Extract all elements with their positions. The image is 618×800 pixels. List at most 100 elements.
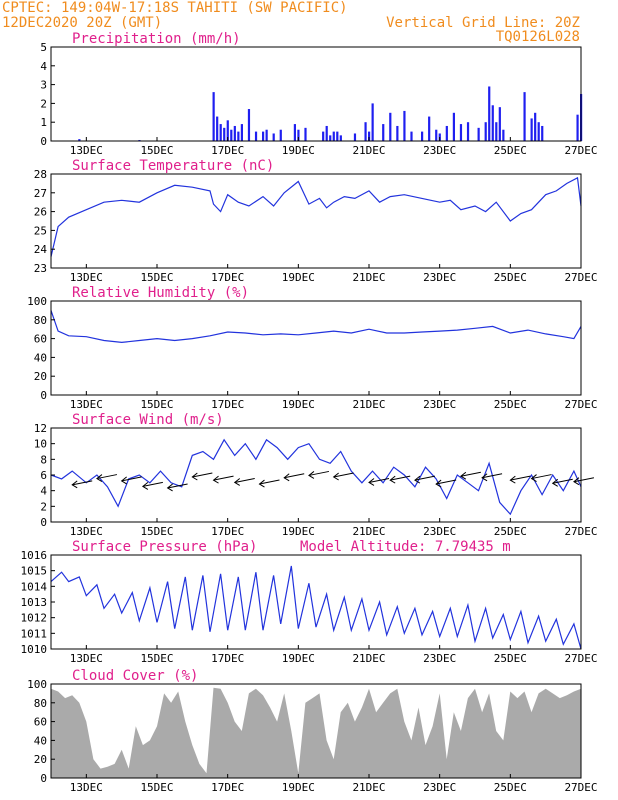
- y-tick-label: 28: [34, 168, 47, 181]
- x-tick-label: 25DEC: [494, 652, 527, 665]
- x-tick-label: 21DEC: [352, 144, 385, 157]
- wind-arrow-shaft: [531, 474, 552, 480]
- panel-title: Surface Wind (m/s): [72, 412, 224, 428]
- wind-arrow-head: [258, 479, 265, 488]
- x-tick-label: 17DEC: [211, 271, 244, 284]
- y-tick-label: 1012: [21, 612, 48, 625]
- x-tick-label: 25DEC: [494, 525, 527, 538]
- precip-bar: [534, 112, 537, 141]
- wind-arrow-head: [141, 482, 149, 490]
- wind-arrow-head: [368, 478, 375, 486]
- y-tick-label: 20: [34, 370, 47, 383]
- precip-bar: [230, 129, 233, 141]
- wind-arrow-head: [166, 483, 173, 492]
- wind-arrow-head: [308, 471, 315, 479]
- panel-title: Relative Humidity (%): [72, 285, 249, 301]
- y-tick-label: 2: [40, 500, 47, 513]
- precip-bar: [576, 114, 579, 141]
- precip-bar: [329, 135, 332, 141]
- x-tick-label: 21DEC: [352, 781, 385, 794]
- y-tick-label: 40: [34, 734, 47, 747]
- precip-bar: [216, 116, 219, 141]
- precip-bar: [396, 125, 399, 141]
- y-tick-label: 100: [27, 678, 47, 691]
- y-tick-label: 0: [40, 135, 47, 148]
- x-tick-label: 15DEC: [140, 271, 173, 284]
- x-tick-label: 15DEC: [140, 652, 173, 665]
- y-tick-label: 1014: [21, 580, 48, 593]
- wind-arrow-head: [573, 477, 580, 486]
- x-tick-label: 15DEC: [140, 781, 173, 794]
- wind-arrow-head: [481, 473, 488, 482]
- wind-arrow-shaft: [510, 475, 531, 481]
- precip-bar: [304, 127, 307, 141]
- x-tick-label: 23DEC: [423, 271, 456, 284]
- precip-bar: [339, 135, 342, 141]
- panel-2: Relative Humidity (%) 0 20 40 60 80 100 13DEC 15…: [27, 285, 597, 411]
- precip-bar: [484, 122, 487, 141]
- series-line: [50, 176, 582, 257]
- precip-bar: [382, 124, 385, 141]
- precip-bar: [262, 131, 265, 141]
- y-tick-label: 12: [34, 422, 47, 435]
- wind-arrow-shaft: [213, 475, 234, 481]
- precip-bar: [332, 131, 335, 141]
- precip-bar: [459, 124, 463, 141]
- y-tick-label: 0: [40, 389, 47, 402]
- y-tick-label: 80: [34, 697, 47, 710]
- header-date: 12DEC2020 20Z (GMT): [2, 15, 162, 31]
- precip-bar: [435, 129, 438, 141]
- y-tick-label: 1010: [21, 643, 48, 656]
- precip-bar: [353, 133, 357, 141]
- wind-arrow-head: [459, 471, 467, 480]
- wind-arrow-shaft: [192, 472, 213, 478]
- panel-title: Precipitation (mm/h): [72, 31, 241, 47]
- precip-bar: [537, 122, 540, 141]
- precip-bar: [325, 125, 328, 141]
- x-tick-label: 27DEC: [564, 398, 597, 411]
- x-tick-label: 13DEC: [70, 652, 103, 665]
- precip-bar: [502, 129, 505, 141]
- x-tick-label: 23DEC: [423, 652, 456, 665]
- x-tick-label: 13DEC: [70, 525, 103, 538]
- precip-bar: [466, 122, 470, 141]
- precip-bar: [212, 92, 215, 141]
- x-tick-label: 17DEC: [211, 652, 244, 665]
- wind-arrow-head: [530, 474, 537, 482]
- precip-bar: [523, 92, 526, 141]
- precip-bar: [265, 129, 268, 141]
- precip-bar: [247, 109, 251, 141]
- x-tick-label: 25DEC: [494, 144, 527, 157]
- wind-arrow-shaft: [573, 477, 595, 483]
- y-tick-label: 100: [27, 295, 47, 308]
- header-location: CPTEC: 149:04W-17:18S TAHITI (SW PACIFIC…: [2, 0, 348, 16]
- x-tick-label: 13DEC: [70, 144, 103, 157]
- panel-5: Cloud Cover (%) 0 20 40 60 80 100 13DEC 15DEC 17D…: [27, 668, 597, 794]
- y-tick-label: 20: [34, 753, 47, 766]
- panel-title: Surface Temperature (nC): [72, 158, 274, 174]
- x-tick-label: 25DEC: [494, 781, 527, 794]
- precip-bar: [226, 120, 229, 141]
- wind-arrow-shaft: [167, 483, 188, 489]
- wind-arrow-head: [283, 473, 290, 482]
- x-tick-label: 15DEC: [140, 144, 173, 157]
- wind-arrow-head: [191, 472, 198, 481]
- panel-title: Surface Pressure (hPa): [72, 539, 257, 555]
- panel-subtitle: Model Altitude: 7.79435 m: [300, 539, 511, 555]
- wind-arrow-head: [509, 475, 516, 484]
- wind-arrow-shaft: [259, 479, 280, 485]
- y-tick-label: 6: [40, 469, 47, 482]
- precip-bar: [491, 105, 494, 141]
- y-tick-label: 1013: [21, 596, 48, 609]
- precip-bar: [371, 103, 374, 141]
- wind-arrow-shaft: [390, 475, 411, 481]
- y-tick-label: 4: [40, 60, 47, 73]
- precip-bar: [223, 127, 226, 141]
- precip-bar: [237, 131, 240, 141]
- x-tick-label: 19DEC: [282, 781, 315, 794]
- precip-bar: [272, 133, 275, 141]
- wind-arrow-head: [389, 475, 396, 484]
- wind-arrow-shaft: [142, 481, 163, 487]
- x-tick-label: 17DEC: [211, 144, 244, 157]
